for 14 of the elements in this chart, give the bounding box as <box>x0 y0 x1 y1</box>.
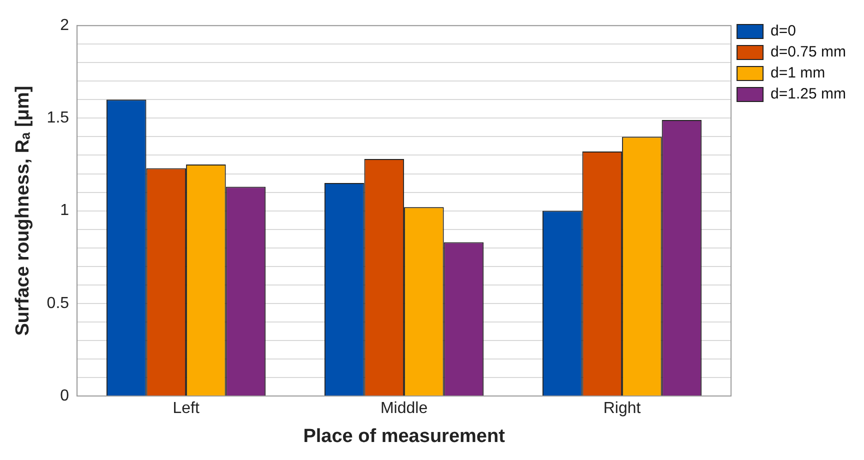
legend-label: d=0 <box>770 22 796 40</box>
x-tick-label: Left <box>172 400 200 418</box>
y-tick-label: 0 <box>60 387 70 404</box>
x-axis-title: Place of measurement <box>303 426 506 447</box>
legend-label: d=0.75 mm <box>770 44 846 61</box>
y-tick-label: 0.5 <box>46 294 70 312</box>
y-tick-label: 1.5 <box>46 110 70 127</box>
legend-label: d=1.25 mm <box>770 86 846 103</box>
y-tick-label: 1 <box>60 202 70 220</box>
y-tick-label: 2 <box>60 17 70 34</box>
legend-label: d=1 mm <box>770 64 826 82</box>
y-axis-title: Surface roughness, Rₐ [μm] <box>12 86 34 336</box>
x-tick-label: Right <box>603 400 642 418</box>
x-tick-label: Middle <box>380 400 428 418</box>
